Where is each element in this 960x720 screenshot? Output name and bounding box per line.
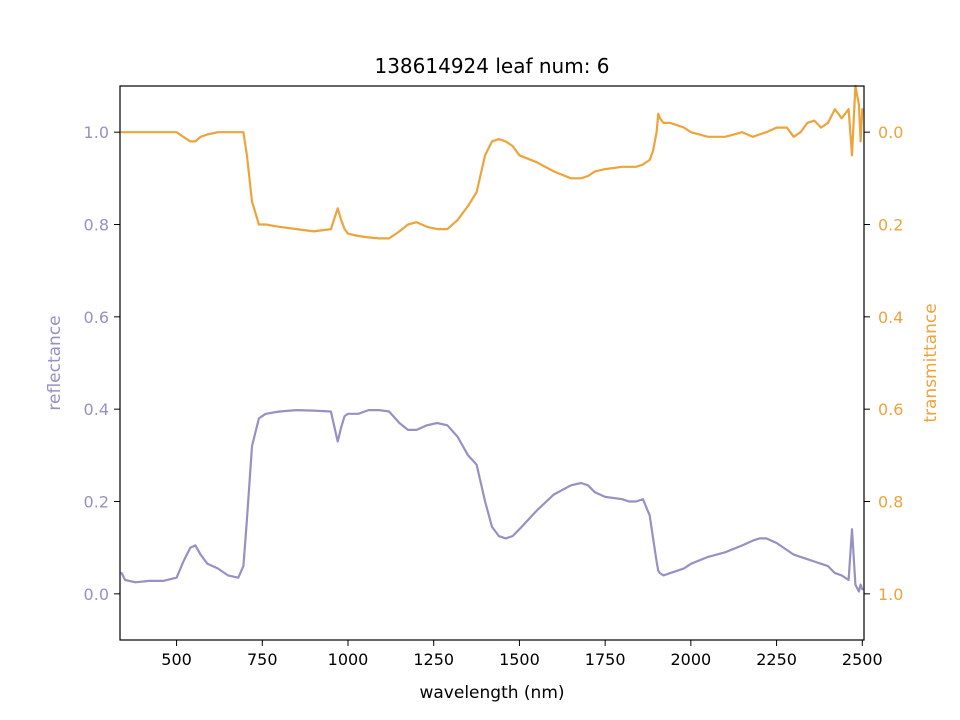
series-layer <box>120 84 864 593</box>
y-left-tick-label: 0.4 <box>84 400 109 419</box>
x-tick-label: 2250 <box>756 650 797 669</box>
y-left-axis-title: reflectance <box>45 315 65 410</box>
y-right-axis: 0.0 0.2 0.4 0.6 0.8 1.0 <box>864 123 903 604</box>
y-left-tick-label: 0.8 <box>84 216 109 235</box>
y-right-tick-label: 0.2 <box>878 216 903 235</box>
y-right-axis-title: transmittance <box>921 303 941 422</box>
x-tick-label: 1250 <box>413 650 454 669</box>
y-left-tick-label: 0.0 <box>84 585 109 604</box>
chart-title: 138614924 leaf num: 6 <box>374 54 609 78</box>
plot-frame <box>119 85 865 641</box>
x-tick-label: 500 <box>161 650 192 669</box>
y-right-tick-label: 0.6 <box>878 400 903 419</box>
y-left-tick-label: 0.6 <box>84 308 109 327</box>
x-tick-label: 2500 <box>842 650 883 669</box>
y-right-tick-label: 1.0 <box>878 585 903 604</box>
reflectance-series-line <box>120 409 864 593</box>
x-tick-label: 1750 <box>585 650 626 669</box>
transmittance-series-line <box>120 84 864 240</box>
x-axis-title: wavelength (nm) <box>419 683 564 703</box>
y-left-tick-label: 1.0 <box>84 123 109 142</box>
x-tick-label: 750 <box>247 650 278 669</box>
y-right-tick-label: 0.4 <box>878 308 903 327</box>
y-left-axis: 0.0 0.2 0.4 0.6 0.8 1.0 <box>84 123 120 604</box>
y-right-tick-label: 0.8 <box>878 493 903 512</box>
x-axis: 500 750 1000 1250 1500 1750 2000 2250 2500 <box>161 640 883 669</box>
x-tick-label: 1500 <box>499 650 540 669</box>
x-tick-label: 2000 <box>670 650 711 669</box>
y-left-tick-label: 0.2 <box>84 493 109 512</box>
x-tick-label: 1000 <box>328 650 369 669</box>
y-right-tick-label: 0.0 <box>878 123 903 142</box>
